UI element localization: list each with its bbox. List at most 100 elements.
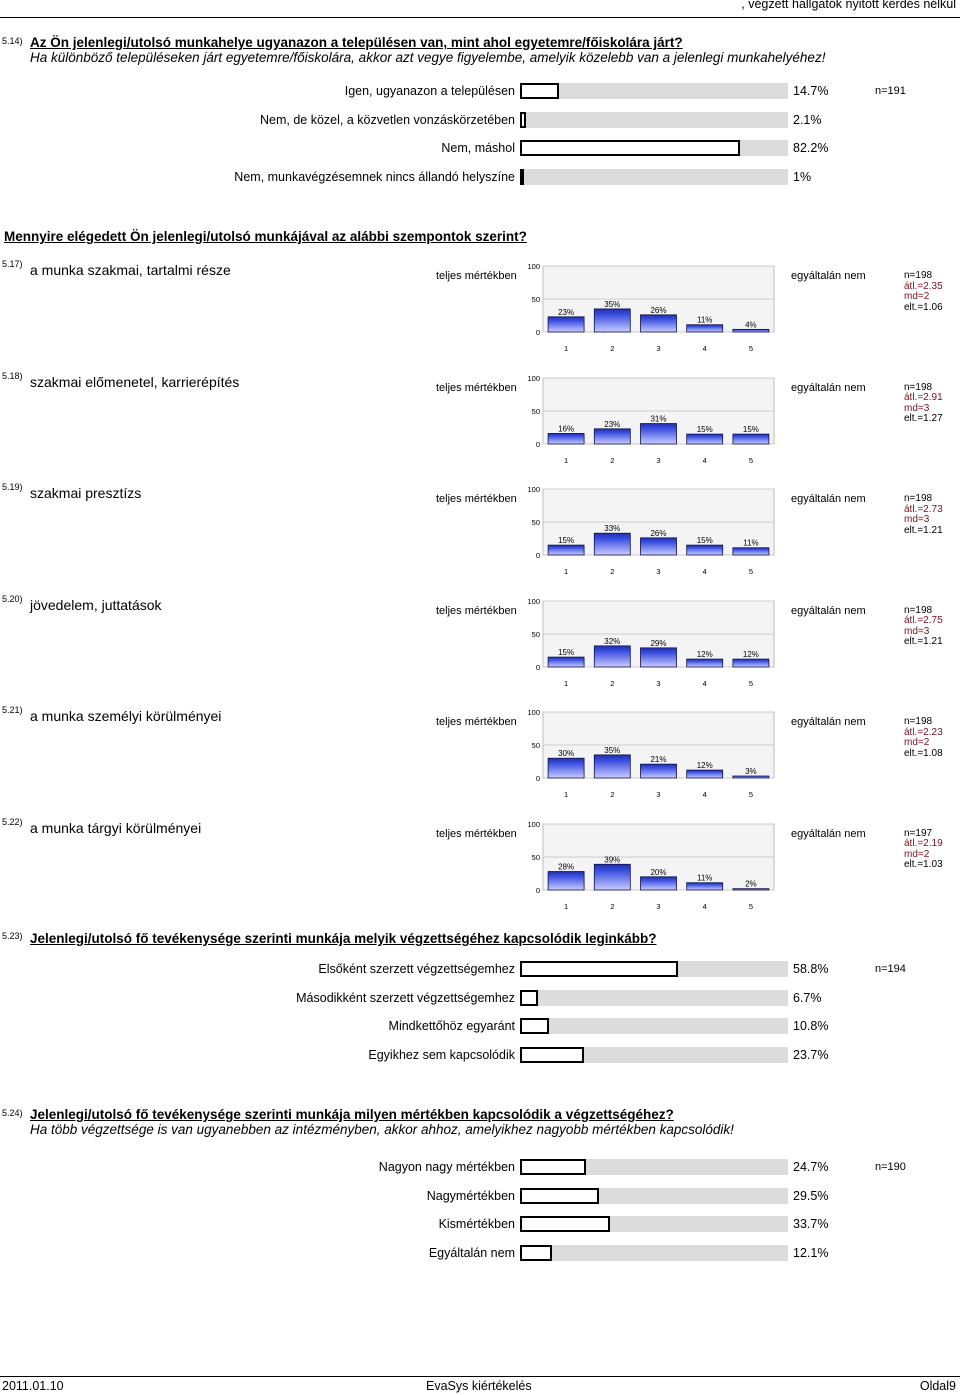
stat-md: md=2 <box>904 848 930 860</box>
option-percent: 12.1% <box>793 1246 829 1261</box>
option-bar-track <box>520 83 788 99</box>
stat-elt: elt.=1.06 <box>904 301 943 313</box>
option-bar-fill <box>520 1018 549 1035</box>
bar-data-label: 35% <box>604 300 620 309</box>
option-label: Nem, de közel, a közvetlen vonzáskörzeté… <box>260 112 515 127</box>
bar <box>686 658 724 667</box>
bar-data-label: 4% <box>745 320 757 329</box>
x-tick-label: 1 <box>564 567 568 576</box>
option-percent: 24.7% <box>793 1160 829 1174</box>
bar-data-label: 15% <box>558 536 574 545</box>
question-number: 5.23) <box>2 931 23 941</box>
y-tick-label: 0 <box>536 551 540 560</box>
option-percent: 10.8% <box>793 1019 829 1034</box>
y-tick-label: 0 <box>536 663 540 672</box>
scale-right-label: egyáltalán nem <box>791 827 866 840</box>
stat-elt: elt.=1.08 <box>904 747 943 759</box>
stat-atl: átl.=2.73 <box>904 503 943 515</box>
stat-md: md=3 <box>904 402 930 414</box>
bar-data-label: 33% <box>604 524 620 533</box>
option-bar-fill <box>520 140 741 157</box>
option-percent: 33.7% <box>793 1217 829 1232</box>
x-tick-label: 3 <box>656 344 660 353</box>
bar-data-label: 20% <box>650 867 666 876</box>
bar <box>686 881 724 890</box>
option-bar-fill <box>520 1245 553 1262</box>
x-tick-label: 4 <box>703 344 707 353</box>
x-tick-label: 3 <box>656 790 660 799</box>
item-number: 5.18) <box>2 370 23 381</box>
x-tick-label: 4 <box>703 679 707 688</box>
stat-n: n=198 <box>904 381 933 393</box>
bar-data-label: 28% <box>558 862 574 871</box>
bar-data-label: 12% <box>697 761 713 770</box>
bar <box>593 427 631 444</box>
stat-md: md=2 <box>904 291 930 302</box>
bar <box>593 308 631 333</box>
option-bar-track <box>520 1245 788 1262</box>
item-label: a munka tárgyi körülményei <box>30 819 202 836</box>
option-bar-fill <box>520 83 560 99</box>
x-tick-label: 4 <box>703 567 707 576</box>
bar-data-label: 32% <box>604 636 620 645</box>
x-tick-label: 4 <box>703 456 707 465</box>
bar <box>640 314 677 333</box>
stat-md: md=2 <box>904 737 930 748</box>
option-bar-fill <box>520 1047 584 1064</box>
rating-chart: 0 50 100 16% 1 23% 2 31% 3 15% 4 15% 5 <box>527 374 775 465</box>
option-label: Nagyon nagy mértékben <box>378 1160 515 1174</box>
y-tick-label: 100 <box>527 708 540 717</box>
bar <box>547 870 585 890</box>
bar-data-label: 11% <box>697 873 712 882</box>
item-stats: n=198 átl.=2.23 md=2 elt.=1.08 <box>904 716 943 759</box>
bar-data-label: 11% <box>743 539 758 548</box>
rating-chart: 0 50 100 23% 1 35% 2 26% 3 11% 4 4% 5 <box>527 262 775 353</box>
option-bar-track <box>520 111 788 128</box>
x-tick-label: 5 <box>749 679 753 688</box>
footer-page: Oldal9 <box>919 1379 956 1393</box>
stat-atl: átl.=2.23 <box>904 726 943 738</box>
bar <box>547 656 585 667</box>
y-tick-label: 50 <box>532 741 540 750</box>
scale-left-label: teljes mértékben <box>436 381 517 394</box>
bar-data-label: 26% <box>650 529 666 538</box>
option-percent: 82.2% <box>793 141 829 156</box>
y-tick-label: 50 <box>532 630 540 639</box>
item-label: szakmai presztízs <box>30 485 142 501</box>
x-tick-label: 1 <box>564 344 568 353</box>
option-percent: 2.1% <box>793 112 822 127</box>
scale-right-label: egyáltalán nem <box>791 604 866 617</box>
section-title: Mennyire elégedett Ön jelenlegi/utolsó m… <box>4 229 527 244</box>
bar <box>686 324 724 333</box>
scale-right-label: egyáltalán nem <box>791 493 866 505</box>
bar <box>732 328 770 333</box>
y-tick-label: 0 <box>536 886 540 895</box>
option-percent: 6.7% <box>793 990 822 1005</box>
option-bar-track <box>520 1216 788 1233</box>
y-tick-label: 100 <box>527 262 540 271</box>
option-bar-fill <box>520 1159 587 1175</box>
item-stats: n=197 átl.=2.19 md=2 elt.=1.03 <box>904 828 943 871</box>
bar <box>547 316 585 333</box>
option-label: Igen, ugyanazon a településen <box>344 84 515 98</box>
bar <box>686 544 724 556</box>
stat-n: n=198 <box>904 270 933 281</box>
item-stats: n=198 átl.=2.35 md=2 elt.=1.06 <box>904 270 943 313</box>
question-subtitle: Ha több végzettsége is van ugyanebben az… <box>30 1122 734 1137</box>
option-percent: 58.8% <box>793 962 829 976</box>
scale-right-label: egyáltalán nem <box>791 381 866 394</box>
bar <box>547 544 585 556</box>
x-tick-label: 2 <box>610 456 614 465</box>
x-tick-label: 3 <box>656 679 660 688</box>
footer-date: 2011.01.10 <box>2 1379 64 1393</box>
bar-data-label: 23% <box>558 308 574 317</box>
scale-left-label: teljes mértékben <box>436 604 517 617</box>
bar-data-label: 15% <box>558 648 574 657</box>
header-divider <box>0 17 960 18</box>
bar-data-label: 29% <box>650 638 666 647</box>
x-tick-label: 2 <box>610 679 614 688</box>
x-tick-label: 2 <box>610 344 614 353</box>
stat-n: n=198 <box>904 716 933 727</box>
y-tick-label: 0 <box>536 440 540 449</box>
y-tick-label: 50 <box>532 518 540 527</box>
